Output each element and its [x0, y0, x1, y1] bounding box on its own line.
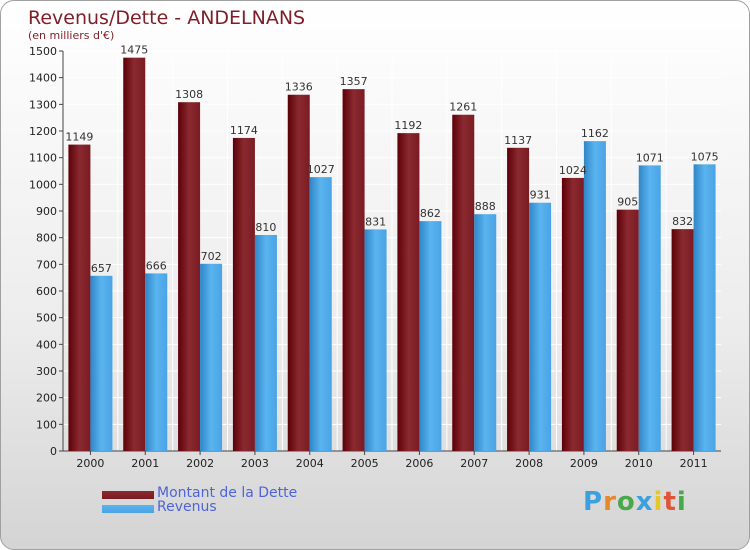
- data-label: 1308: [175, 88, 203, 101]
- bars: [68, 57, 716, 452]
- y-tick-label: 0: [50, 445, 57, 458]
- x-tick-label: 2002: [186, 457, 214, 470]
- data-label: 831: [365, 215, 386, 228]
- y-tick-label: 900: [36, 205, 57, 218]
- y-tick-label: 1200: [29, 125, 57, 138]
- data-label: 810: [255, 221, 276, 234]
- bar-revenus: [419, 221, 442, 451]
- bar-dette: [616, 209, 639, 451]
- bar-dette: [397, 133, 420, 451]
- y-tick-label: 700: [36, 258, 57, 271]
- legend-label-dette: Montant de la Dette: [157, 485, 298, 501]
- x-tick-label: 2001: [131, 457, 159, 470]
- bar-dette: [342, 89, 365, 451]
- bar-revenus: [254, 235, 277, 451]
- data-labels: 1149 657 1475 666 1308 702 1174 810 1336 1027 1357…: [65, 44, 718, 275]
- bar-revenus: [474, 214, 497, 451]
- grid-lines: [63, 50, 721, 452]
- data-label: 1192: [394, 119, 422, 132]
- data-label: 657: [91, 262, 112, 275]
- logo-letter: i: [653, 487, 664, 517]
- y-tick-label: 400: [36, 338, 57, 351]
- data-label: 931: [530, 189, 551, 202]
- x-tick-label: 2005: [351, 457, 379, 470]
- x-tick-label: 2000: [76, 457, 104, 470]
- data-label: 1475: [120, 44, 148, 57]
- y-tick-label: 1300: [29, 98, 57, 111]
- data-label: 1174: [230, 124, 258, 137]
- y-tick-label: 100: [36, 418, 57, 431]
- data-label: 666: [146, 259, 167, 272]
- bar-dette: [671, 229, 694, 451]
- logo-letter: P: [583, 487, 604, 517]
- bar-dette: [287, 94, 310, 451]
- logo-letter: o: [616, 487, 636, 517]
- bar-revenus: [90, 275, 113, 451]
- bar-revenus: [693, 164, 716, 452]
- x-tick-label: 2011: [680, 457, 708, 470]
- y-tick-label: 1100: [29, 152, 57, 165]
- x-tick-label: 2003: [241, 457, 269, 470]
- data-label: 1024: [559, 164, 587, 177]
- bar-dette: [561, 177, 584, 451]
- logo-letter: r: [603, 487, 617, 517]
- y-tick-label: 300: [36, 365, 57, 378]
- data-label: 702: [201, 250, 222, 263]
- bar-revenus: [364, 229, 387, 451]
- x-tick-label: 2010: [625, 457, 653, 470]
- x-tick-label: 2008: [515, 457, 543, 470]
- legend-swatch-revenus: [102, 505, 154, 513]
- bar-dette: [507, 147, 530, 452]
- data-label: 1162: [581, 127, 609, 140]
- x-tick-label: 2007: [460, 457, 488, 470]
- chart-title: Revenus/Dette - ANDELNANS: [28, 7, 306, 29]
- bar-dette: [232, 137, 255, 451]
- y-tick-label: 800: [36, 232, 57, 245]
- bar-revenus: [529, 202, 552, 451]
- bar-dette: [178, 102, 201, 451]
- legend-swatch-dette: [102, 491, 154, 499]
- axes: 0 100 200 300 400 500 600 700 800 900 1000 1100 1200…: [29, 45, 721, 470]
- logo-letter: x: [635, 487, 654, 517]
- bar-revenus: [583, 141, 606, 451]
- x-tick-label: 2009: [570, 457, 598, 470]
- y-tick-label: 600: [36, 285, 57, 298]
- y-tick-label: 1400: [29, 72, 57, 85]
- y-tick-label: 500: [36, 312, 57, 325]
- bar-dette: [68, 144, 91, 451]
- y-tick-label: 200: [36, 392, 57, 405]
- bar-revenus: [200, 263, 223, 451]
- data-label: 862: [420, 207, 441, 220]
- legend-label-revenus: Revenus: [157, 499, 217, 515]
- bar-dette: [123, 57, 146, 452]
- data-label: 1027: [307, 163, 335, 176]
- logo-letter: i: [676, 487, 687, 517]
- data-label: 1261: [449, 101, 477, 114]
- x-tick-label: 2006: [405, 457, 433, 470]
- bar-revenus: [145, 273, 168, 451]
- data-label: 1075: [691, 150, 719, 163]
- bar-dette: [452, 114, 475, 451]
- proxiti-logo: Proxiti: [583, 487, 687, 517]
- data-label: 1357: [340, 75, 368, 88]
- logo-letter: t: [663, 487, 677, 517]
- bar-revenus: [309, 177, 332, 451]
- chart-subtitle: (en milliers d'€): [28, 29, 115, 42]
- data-label: 832: [672, 215, 693, 228]
- y-tick-label: 1000: [29, 178, 57, 191]
- y-tick-label: 1500: [29, 45, 57, 58]
- data-label: 905: [617, 196, 638, 209]
- data-label: 1137: [504, 134, 532, 147]
- x-tick-label: 2004: [296, 457, 324, 470]
- data-label: 1336: [285, 81, 313, 94]
- bar-revenus: [638, 165, 661, 451]
- data-label: 1149: [65, 131, 93, 144]
- data-label: 1071: [636, 151, 664, 164]
- data-label: 888: [475, 200, 496, 213]
